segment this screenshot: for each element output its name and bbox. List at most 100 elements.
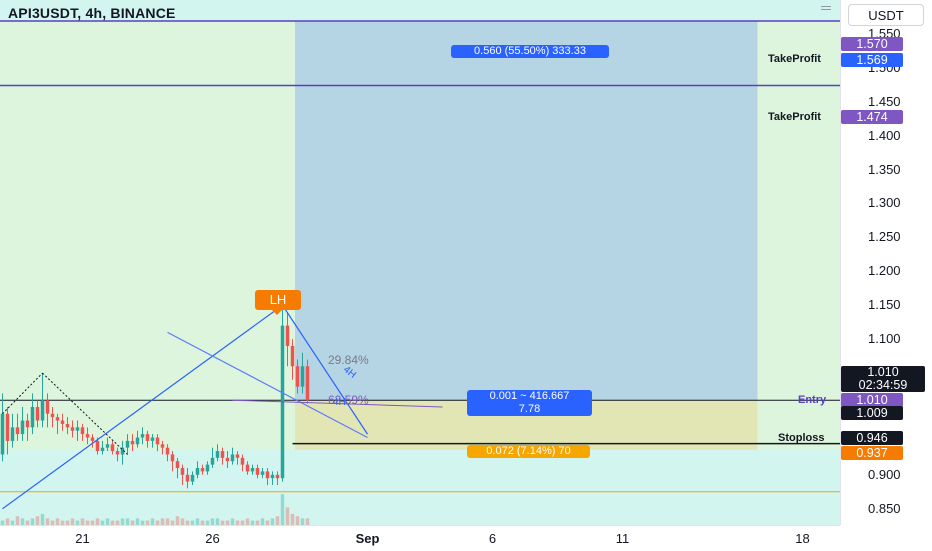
volume-bar — [255, 520, 260, 525]
candle-body — [10, 427, 15, 441]
volume-bar — [215, 518, 220, 525]
volume-bar — [155, 520, 160, 525]
price-tick-label: 1.150 — [868, 297, 901, 313]
volume-bar — [205, 520, 210, 525]
volume-bar — [210, 518, 215, 525]
volume-bar — [245, 518, 250, 525]
drag-handle-icon[interactable] — [821, 6, 831, 14]
takeprofit-1-label: TakeProfit — [768, 53, 821, 65]
symbol-title[interactable]: API3USDT, 4h, BINANCE — [8, 5, 176, 21]
entry-measure-line-2: 7.78 — [518, 403, 541, 415]
candle-body — [145, 434, 150, 441]
volume-bar — [85, 520, 90, 525]
stoploss-label: Stoploss — [778, 432, 825, 444]
candle-body — [215, 451, 220, 458]
candle-body — [35, 406, 40, 421]
candle-body — [185, 474, 190, 482]
candle-body — [90, 437, 95, 441]
volume-bar — [225, 520, 230, 525]
countdown-value: 02:34:59 — [858, 378, 908, 392]
takeprofit-2-price-tag: 1.474 — [841, 110, 903, 124]
volume-bar — [75, 520, 80, 525]
volume-bar — [170, 520, 175, 525]
volume-bar — [25, 520, 30, 525]
volume-bar — [70, 518, 75, 525]
candle-body — [300, 366, 305, 387]
volume-bar — [260, 518, 265, 525]
volume-bar — [165, 518, 170, 525]
volume-bar — [235, 520, 240, 525]
candle-body — [220, 451, 225, 458]
price-chart[interactable] — [0, 0, 840, 525]
candle-body — [75, 427, 80, 431]
volume-bar — [15, 516, 20, 525]
candle-body — [85, 434, 90, 438]
candle-body — [195, 468, 200, 475]
volume-bar — [285, 507, 290, 525]
candle-body — [225, 457, 230, 462]
volume-bar — [195, 518, 200, 525]
volume-bar — [95, 518, 100, 525]
entry-label: Entry — [798, 394, 827, 406]
volume-bar — [45, 518, 50, 525]
candle-body — [230, 454, 235, 462]
price-tick-label: 0.900 — [868, 466, 901, 482]
volume-bar — [230, 518, 235, 525]
volume-bar — [175, 516, 180, 525]
fork-line — [167, 331, 368, 439]
candle-body — [205, 464, 210, 472]
volume-bar — [20, 518, 25, 525]
lh-label: LH — [255, 290, 301, 310]
candle-body — [175, 461, 180, 469]
time-tick-label: 6 — [488, 531, 497, 546]
volume-bar — [55, 518, 60, 525]
candle-body — [255, 468, 260, 475]
volume-bar — [185, 520, 190, 525]
volume-bar — [300, 518, 305, 525]
volume-bar — [290, 514, 295, 525]
entry-measure-label: 0.001 ~ 416.667 7.78 — [467, 390, 592, 416]
candle-body — [135, 437, 140, 445]
time-axis[interactable] — [0, 525, 840, 551]
candle-body — [140, 434, 145, 438]
candle-body — [115, 451, 120, 455]
candle-body — [30, 406, 35, 428]
trend-line-up — [2, 304, 283, 510]
chart-pane[interactable] — [0, 0, 840, 525]
candle-body — [0, 413, 5, 455]
projection-line — [232, 399, 443, 408]
candle-body — [40, 400, 45, 421]
volume-bar — [305, 518, 310, 525]
candle-body — [245, 464, 250, 472]
price-tick-label: 1.350 — [868, 161, 901, 177]
candle-body — [45, 400, 50, 414]
volume-bar — [295, 516, 300, 525]
retrace-label-2: 62.59% — [328, 393, 369, 407]
entry-low-price-tag: 1.009 — [841, 406, 903, 420]
candle-body — [295, 366, 300, 387]
volume-bar — [240, 520, 245, 525]
stop-measure-label: 0.072 (7.14%) 70 — [467, 445, 590, 458]
time-tick-label: 18 — [795, 531, 810, 546]
timeframe-label-2: 4H — [333, 397, 346, 408]
volume-bar — [125, 518, 130, 525]
currency-button[interactable]: USDT — [848, 4, 924, 26]
volume-bar — [30, 518, 35, 525]
candle-body — [210, 457, 215, 465]
price-tick-label: 1.400 — [868, 127, 901, 143]
volume-bar — [105, 518, 110, 525]
volume-bar — [145, 520, 150, 525]
candle-body — [260, 471, 265, 475]
volume-bar — [250, 520, 255, 525]
candle-body — [285, 325, 290, 346]
candle-body — [170, 454, 175, 462]
target-measure-label: 0.560 (55.50%) 333.33 — [451, 45, 609, 58]
lh-pointer-icon — [271, 309, 283, 315]
volume-bar — [265, 520, 270, 525]
candle-body — [150, 437, 155, 441]
candle-body — [275, 474, 280, 479]
volume-bar — [120, 518, 125, 525]
price-tick-label: 0.850 — [868, 500, 901, 516]
candle-body — [15, 427, 20, 435]
volume-bar — [140, 520, 145, 525]
